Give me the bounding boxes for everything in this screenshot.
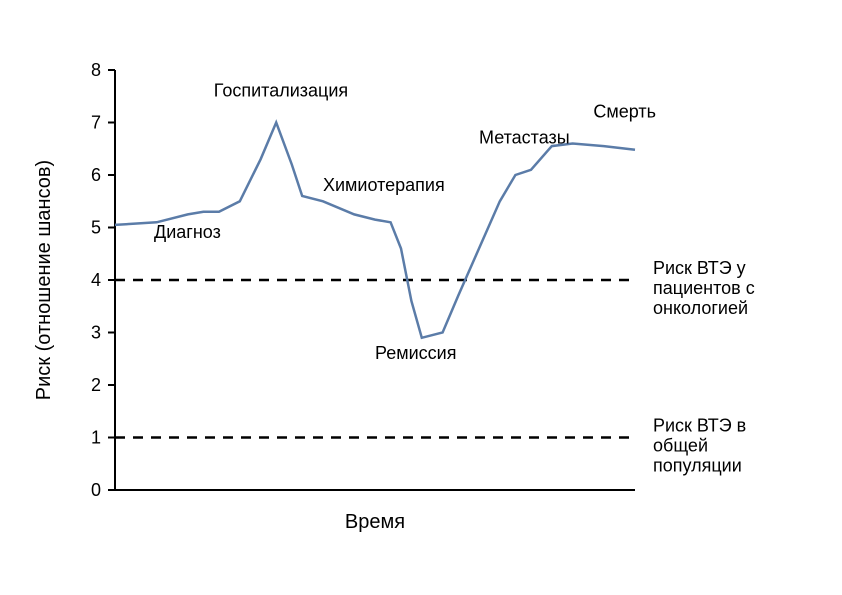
reference-label: Риск ВТЭ у — [653, 258, 746, 278]
reference-label: пациентов с — [653, 278, 755, 298]
series-annotation: Метастазы — [479, 128, 570, 148]
y-tick-label: 7 — [91, 113, 101, 133]
y-tick-label: 0 — [91, 480, 101, 500]
reference-label: онкологией — [653, 298, 748, 318]
y-tick-label: 3 — [91, 323, 101, 343]
chart-svg: 0 1 2 3 4 5 6 7 8 Риск (отношение шансов) Время Рис… — [0, 0, 842, 595]
series-annotation: Химиотерапия — [323, 175, 445, 195]
y-tick-label: 1 — [91, 428, 101, 448]
reference-label: популяции — [653, 456, 742, 476]
reference-label: Риск ВТЭ в — [653, 416, 746, 436]
y-tick-label: 2 — [91, 375, 101, 395]
y-tick-label: 4 — [91, 270, 101, 290]
series-annotation: Госпитализация — [214, 80, 348, 100]
y-tick-label: 6 — [91, 165, 101, 185]
reference-label: общей — [653, 436, 708, 456]
y-axis-title: Риск (отношение шансов) — [33, 160, 55, 400]
series-annotation: Ремиссия — [375, 343, 456, 363]
series-annotation: Диагноз — [154, 222, 221, 242]
risk-over-time-chart: 0 1 2 3 4 5 6 7 8 Риск (отношение шансов) Время Рис… — [0, 0, 842, 595]
series-annotation: Смерть — [593, 101, 656, 121]
y-tick-label: 8 — [91, 60, 101, 80]
x-axis-title: Время — [345, 511, 405, 533]
y-tick-label: 5 — [91, 218, 101, 238]
